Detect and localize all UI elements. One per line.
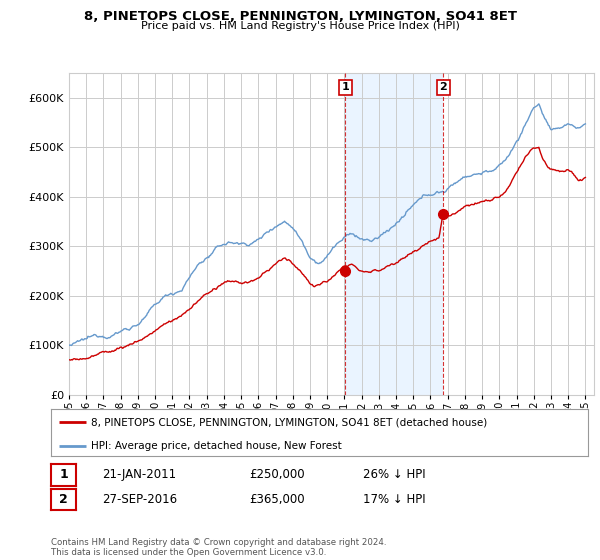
Text: 1: 1 — [341, 82, 349, 92]
Text: 27-SEP-2016: 27-SEP-2016 — [102, 493, 177, 506]
Text: 26% ↓ HPI: 26% ↓ HPI — [363, 468, 425, 482]
Text: 8, PINETOPS CLOSE, PENNINGTON, LYMINGTON, SO41 8ET (detached house): 8, PINETOPS CLOSE, PENNINGTON, LYMINGTON… — [91, 417, 488, 427]
Text: HPI: Average price, detached house, New Forest: HPI: Average price, detached house, New … — [91, 441, 342, 451]
Text: Price paid vs. HM Land Registry's House Price Index (HPI): Price paid vs. HM Land Registry's House … — [140, 21, 460, 31]
Text: 17% ↓ HPI: 17% ↓ HPI — [363, 493, 425, 506]
Text: Contains HM Land Registry data © Crown copyright and database right 2024.
This d: Contains HM Land Registry data © Crown c… — [51, 538, 386, 557]
Text: £250,000: £250,000 — [249, 468, 305, 482]
Text: £365,000: £365,000 — [249, 493, 305, 506]
Text: 2: 2 — [439, 82, 447, 92]
Text: 1: 1 — [59, 468, 68, 482]
Text: 2: 2 — [59, 493, 68, 506]
Text: 21-JAN-2011: 21-JAN-2011 — [102, 468, 176, 482]
Text: 8, PINETOPS CLOSE, PENNINGTON, LYMINGTON, SO41 8ET: 8, PINETOPS CLOSE, PENNINGTON, LYMINGTON… — [83, 10, 517, 23]
Bar — [346, 73, 443, 395]
